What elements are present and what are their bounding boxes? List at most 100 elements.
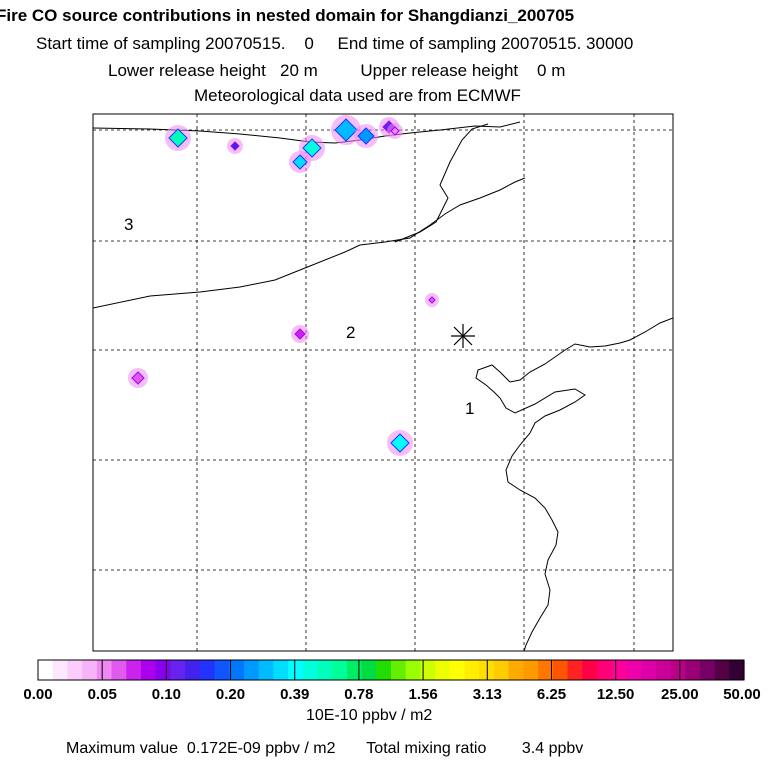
colorbar-tick-label: 0.05	[88, 686, 117, 703]
colorbar-segment	[317, 660, 333, 680]
colorbar-segment	[96, 660, 113, 680]
colorbar-segment	[214, 660, 230, 680]
colorbar-segment	[361, 660, 377, 680]
colorbar-segment	[508, 660, 524, 680]
fire-source-marker	[387, 123, 403, 139]
start-time-label: Start time of sampling	[36, 34, 201, 53]
boundary-province-b	[394, 123, 489, 243]
fire-source-marker	[165, 125, 191, 151]
colorbar-segment	[523, 660, 539, 680]
colorbar-segment	[567, 660, 583, 680]
total-mixing-label: Total mixing ratio	[366, 740, 487, 757]
fire-source-marker	[387, 430, 413, 456]
colorbar-segment	[302, 660, 319, 680]
max-value-label: Maximum value	[66, 740, 179, 757]
fire-source-core	[334, 118, 358, 142]
colorbar-tick-label: 1.56	[408, 686, 437, 703]
colorbar-tick-labels: 0.00 0.05 0.10 0.20 0.39 0.78 1.56 3.13 6.25 12.5…	[23, 686, 760, 703]
fire-source-core	[390, 433, 410, 453]
colorbar-tick-label: 0.00	[23, 686, 52, 703]
colorbar-segment	[243, 660, 260, 680]
colorbar-segment	[626, 660, 642, 680]
colorbar-segment	[199, 660, 216, 680]
colorbar-tick-label: 0.10	[152, 686, 181, 703]
fire-source-marker	[331, 115, 361, 145]
colorbar-segment	[258, 660, 274, 680]
colorbar-segment	[332, 660, 348, 680]
colorbar-segment	[420, 660, 436, 680]
colorbar-segment	[288, 660, 304, 680]
fire-source-marker	[425, 293, 439, 307]
colorbar-segment	[729, 660, 745, 680]
upper-release-value: 0 m	[537, 61, 566, 80]
end-time-label: End time of sampling	[337, 34, 497, 53]
colorbar-segment	[714, 660, 730, 680]
colorbar-segment	[538, 660, 554, 680]
max-value: 0.172E-09 ppbv / m2	[186, 740, 336, 757]
map-frame	[92, 113, 674, 652]
region-label: 3	[124, 215, 133, 234]
fire-source-core	[292, 154, 308, 170]
end-time-value: 20070515. 30000	[500, 34, 634, 53]
fire-source-marker	[291, 325, 309, 343]
colorbar-tick-label: 0.39	[280, 686, 309, 703]
region-label: 1	[465, 399, 474, 418]
fire-source-marker	[354, 124, 378, 148]
fire-source-marker	[289, 151, 311, 173]
colorbar-segment	[552, 660, 569, 680]
colorbar-segment	[229, 660, 245, 680]
chart-title: Fire CO source contributions in nested d…	[0, 6, 575, 25]
colorbar-segment	[273, 660, 289, 680]
colorbar-tick-label: 0.78	[344, 686, 373, 703]
colorbar-segment	[582, 660, 598, 680]
colorbar-segment	[670, 660, 686, 680]
colorbar-tick-label: 3.13	[473, 686, 502, 703]
fire-sources	[128, 115, 439, 456]
colorbar-segment	[405, 660, 422, 680]
colorbar-segment	[155, 660, 171, 680]
colorbar-segment	[140, 660, 157, 680]
colorbar-segment	[67, 660, 83, 680]
colorbar-segment	[435, 660, 451, 680]
colorbar-tick-label: 50.00	[723, 686, 761, 703]
lower-release-value: 20 m	[280, 61, 318, 80]
colorbar	[37, 659, 745, 681]
colorbar-segment	[170, 660, 186, 680]
fire-source-core	[131, 371, 145, 385]
colorbar-segment	[596, 660, 613, 680]
colorbar-segment	[376, 660, 392, 680]
fire-source-marker	[128, 368, 148, 388]
colorbar-segment	[493, 660, 510, 680]
upper-release-label: Upper release height	[360, 61, 519, 80]
fire-source-core	[294, 328, 306, 340]
start-time-value: 20070515. 0	[205, 34, 314, 53]
met-data-line: Meteorological data used are from ECMWF	[194, 86, 521, 105]
receptor-star-icon	[451, 324, 475, 348]
boundary-province-a	[93, 177, 526, 309]
colorbar-segment	[611, 660, 627, 680]
colorbar-segment	[38, 660, 54, 680]
colorbar-segment	[391, 660, 407, 680]
colorbar-segment	[82, 660, 98, 680]
fire-source-core	[357, 127, 375, 145]
colorbar-tick-label: 25.00	[661, 686, 699, 703]
lower-release-label: Lower release height	[108, 61, 266, 80]
release-height-line: Lower release height 20 m Upper release …	[108, 61, 768, 81]
fire-source-core	[230, 141, 240, 151]
colorbar-segment	[346, 660, 363, 680]
fire-source-core	[390, 126, 400, 136]
footer-line: Maximum value 0.172E-09 ppbv / m2 Total …	[66, 740, 583, 758]
total-mixing-value: 3.4 ppbv	[521, 740, 584, 757]
colorbar-segment	[655, 660, 672, 680]
coastline	[475, 317, 673, 651]
fire-source-core	[428, 296, 436, 304]
colorbar-segment	[685, 660, 701, 680]
fire-source-core	[302, 138, 322, 158]
colorbar-segment	[126, 660, 142, 680]
colorbar-frame	[37, 659, 745, 681]
colorbar-segment	[449, 660, 466, 680]
fire-source-core	[168, 128, 188, 148]
region-label: 2	[346, 323, 355, 342]
sampling-time-line: Start time of sampling 20070515. 0 End t…	[36, 34, 768, 54]
